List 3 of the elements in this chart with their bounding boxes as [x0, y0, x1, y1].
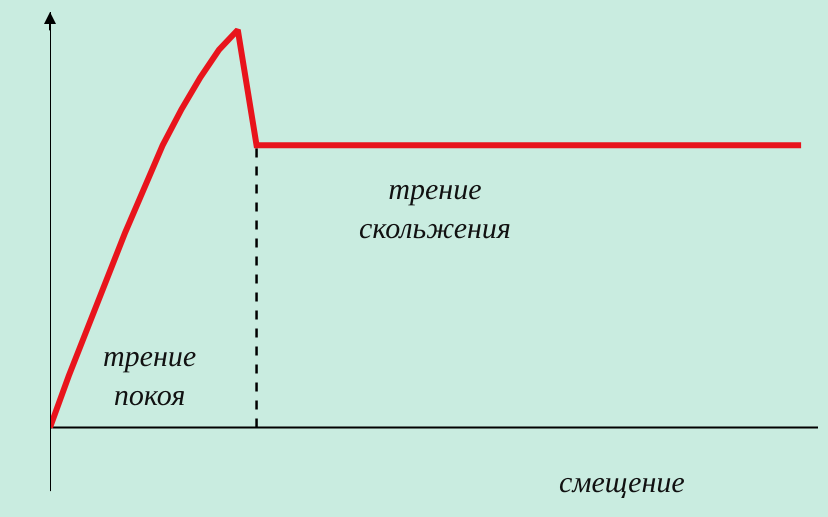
annotation: трение покоя	[103, 340, 196, 412]
annotation: трение скольжения	[359, 173, 511, 245]
x-axis-title: смещение	[559, 466, 685, 499]
